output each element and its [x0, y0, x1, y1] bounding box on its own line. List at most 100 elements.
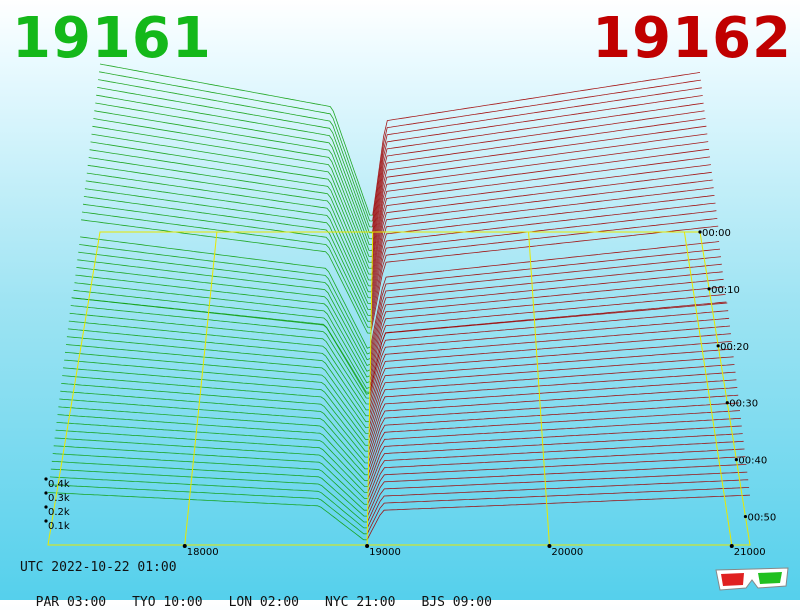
- series-line-19162: [369, 271, 723, 370]
- x-tick-marker: [547, 544, 552, 548]
- series-line-19162: [368, 325, 731, 411]
- x-tick-label: 21000: [734, 547, 766, 558]
- waterfall-chart: 18000 19000 20000 21000 00:00 00:10 00:20 00:30…: [44, 63, 776, 558]
- series-line-19162: [367, 417, 741, 481]
- z-tick-marker: [44, 519, 48, 523]
- z-tick-label: 0.2k: [48, 507, 70, 518]
- series-line-19161: [93, 118, 373, 257]
- series-line-19162: [371, 148, 710, 275]
- series-line-19162: [368, 333, 731, 416]
- series-line-19161: [48, 484, 368, 535]
- series-line-19161: [78, 251, 371, 361]
- time-tick-marker: [725, 401, 729, 405]
- series-line-19162: [371, 164, 711, 287]
- series-line-19162: [367, 433, 743, 493]
- series-line-19162: [370, 187, 714, 304]
- series-line-19162: [366, 494, 751, 540]
- series-line-19162: [371, 125, 707, 257]
- series-line-19162: [370, 241, 720, 347]
- series-line-19162: [370, 218, 718, 328]
- series-line-19162: [369, 301, 727, 394]
- series-line-19162: [367, 471, 748, 523]
- x-tick-marker: [365, 544, 370, 548]
- series-line-19162: [370, 225, 719, 334]
- series-line-19162: [371, 156, 711, 281]
- series-line-19161: [60, 390, 369, 464]
- series-line-19161: [77, 259, 371, 367]
- series-line-19162: [370, 195, 715, 310]
- series-line-19162: [368, 371, 736, 446]
- series-line-19162: [370, 179, 713, 298]
- series-line-19161: [81, 211, 371, 328]
- series-line-19162: [367, 448, 745, 505]
- series-line-19161: [64, 351, 369, 434]
- series-line-19161: [49, 476, 368, 529]
- series-line-19161: [98, 79, 373, 228]
- series-line-19162: [370, 248, 721, 353]
- series-line-19162: [369, 278, 724, 376]
- series-line-19161: [63, 367, 369, 446]
- series-line-19161: [58, 406, 369, 476]
- series-line-19162: [369, 310, 729, 399]
- series-line-19162: [372, 95, 703, 233]
- series-line-19161: [83, 196, 372, 316]
- series-line-19162: [369, 302, 728, 393]
- series-line-19161: [67, 328, 370, 417]
- series-line-19162: [367, 456, 746, 511]
- series-line-19161: [54, 437, 368, 499]
- series-line-19162: [371, 171, 712, 292]
- series-line-19161: [85, 180, 372, 305]
- series-line-19162: [370, 210, 717, 322]
- time-tick-label: 00:40: [738, 456, 767, 467]
- series-line-19161: [74, 282, 371, 384]
- series-line-19161: [84, 188, 372, 310]
- series-line-19161: [57, 414, 369, 482]
- time-tick-marker: [707, 287, 711, 291]
- z-tick-label: 0.3k: [48, 493, 70, 504]
- series-line-19161: [96, 94, 373, 240]
- x-tick-label: 19000: [369, 547, 401, 558]
- series-line-19161: [81, 219, 371, 334]
- series-line-19162: [371, 102, 704, 239]
- series-line-19161: [86, 172, 372, 299]
- timezone-bjs: BJS 09:00: [421, 595, 492, 610]
- series-line-19162: [369, 286, 725, 382]
- time-tick-marker: [698, 230, 702, 234]
- series-line-19162: [368, 387, 738, 458]
- x-tick-marker: [182, 544, 187, 548]
- time-tick-label: 00:20: [720, 342, 749, 353]
- time-tick-label: 00:10: [711, 285, 740, 296]
- left-series-title: 19161: [12, 6, 212, 71]
- right-series-title: 19162: [592, 6, 792, 71]
- series-line-19161: [91, 133, 372, 269]
- series-line-19162: [367, 425, 742, 487]
- series-line-19161: [82, 203, 371, 322]
- x-tick-label: 20000: [551, 547, 583, 558]
- waterfall-lines: [47, 63, 751, 541]
- series-line-19161: [52, 453, 368, 511]
- series-line-19161: [62, 375, 369, 452]
- series-line-19161: [47, 492, 368, 541]
- time-tick-label: 00:50: [747, 513, 776, 524]
- axis-labels: 18000 19000 20000 21000 00:00 00:10 00:20 00:30…: [44, 228, 776, 558]
- time-tick-marker: [734, 458, 738, 462]
- series-line-19161: [90, 141, 372, 275]
- series-line-19162: [368, 348, 733, 428]
- series-line-19161: [99, 71, 373, 222]
- z-tick-marker: [44, 477, 48, 481]
- series-line-19161: [71, 297, 370, 393]
- series-line-19162: [367, 464, 747, 517]
- series-line-19162: [368, 356, 734, 434]
- series-line-19162: [371, 110, 705, 245]
- series-line-19161: [66, 336, 370, 423]
- series-line-19162: [368, 364, 735, 440]
- series-line-19161: [94, 110, 373, 251]
- 3d-glasses-icon[interactable]: [712, 560, 792, 594]
- series-line-19161: [75, 274, 371, 378]
- z-tick-marker: [44, 505, 48, 509]
- series-line-19161: [68, 320, 370, 411]
- utc-time: UTC 2022-10-22 01:00: [20, 560, 177, 575]
- z-tick-label: 0.1k: [48, 521, 70, 532]
- floor-outline: [47, 231, 751, 546]
- series-line-19161: [65, 344, 370, 428]
